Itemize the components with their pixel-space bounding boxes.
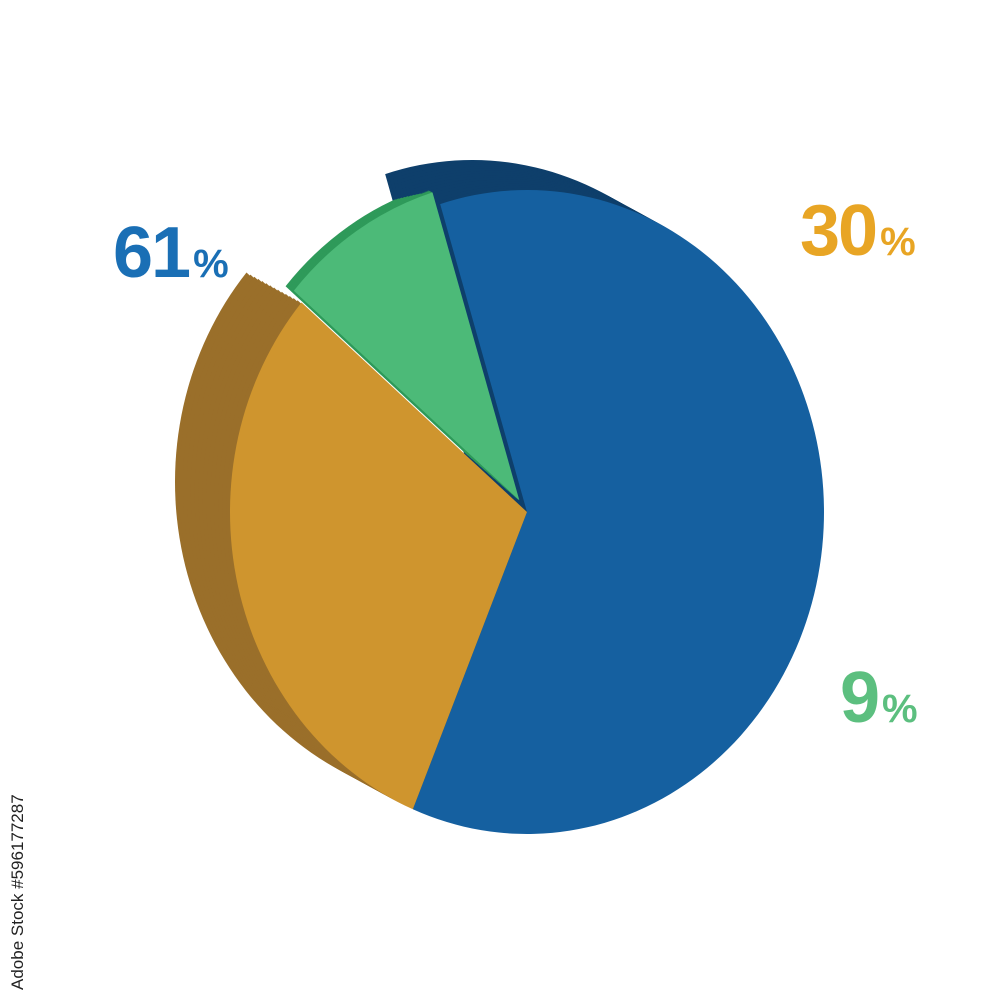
label-30: 30% (800, 191, 916, 271)
watermark: Adobe Stock #596177287 (8, 794, 27, 990)
slice-61 (412, 190, 825, 835)
slice-30 (230, 302, 527, 810)
slice-9 (293, 192, 520, 501)
label-61: 61% (113, 213, 229, 293)
label-9: 9% (840, 658, 918, 738)
